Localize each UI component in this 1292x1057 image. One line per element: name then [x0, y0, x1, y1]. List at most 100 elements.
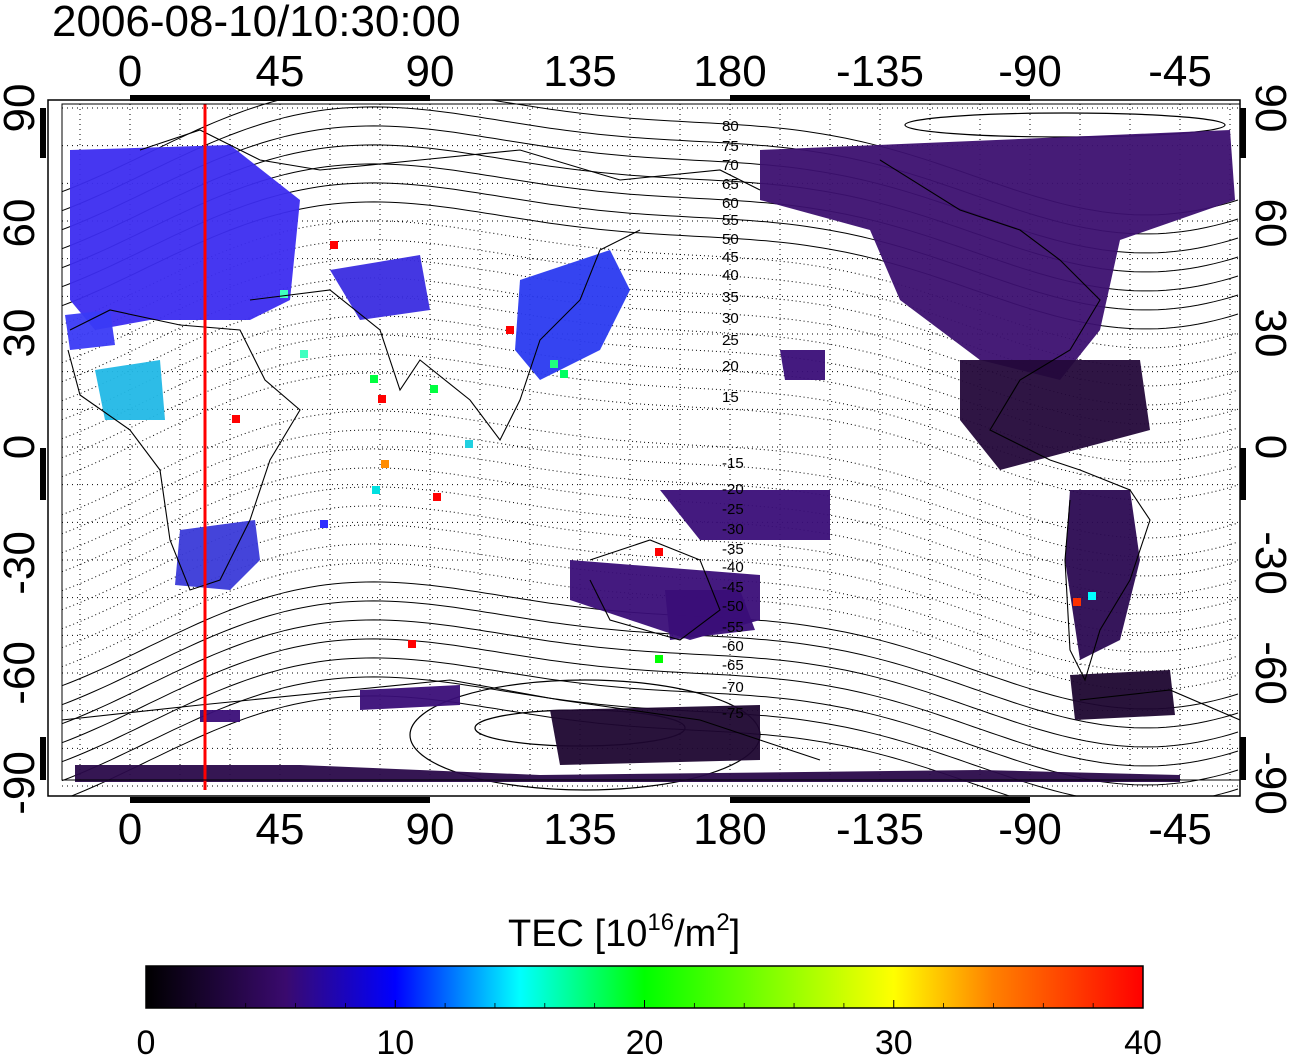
- tec-pixel-1: [370, 375, 378, 383]
- colorbar-tick-label: 10: [376, 1024, 414, 1057]
- tec-pixel-6: [232, 415, 240, 423]
- contour-label: 40: [722, 267, 739, 284]
- tec-region-13: [550, 705, 760, 765]
- contour-label: -45: [722, 579, 744, 596]
- map-title: 2006-08-10/10:30:00: [52, 0, 461, 46]
- coastline-3: [139, 129, 761, 191]
- tec-region-6: [175, 520, 260, 590]
- top-lon-label: -90: [998, 47, 1062, 96]
- tec-pixel-17: [280, 290, 288, 298]
- tec-pixel-19: [465, 440, 473, 448]
- right-lat-label: -60: [1246, 641, 1292, 705]
- tec-region-8: [960, 360, 1150, 470]
- contour-label: -40: [722, 559, 744, 576]
- tec-region-14: [75, 765, 1180, 782]
- tec-region-1: [70, 145, 300, 330]
- tec-pixel-12: [330, 241, 338, 249]
- left-lat-label: -60: [0, 641, 44, 705]
- axis-bar-side-5: [1240, 737, 1246, 780]
- tec-region-9: [1065, 490, 1140, 660]
- right-lat-label: -30: [1246, 531, 1292, 595]
- right-lat-label: 60: [1246, 199, 1292, 248]
- contour-label: -35: [722, 541, 744, 558]
- contour-label: -75: [722, 705, 744, 722]
- tec-pixel-3: [378, 395, 386, 403]
- contour-label: -65: [722, 657, 744, 674]
- contour-label: 80: [722, 118, 739, 135]
- left-lat-label: 90: [0, 84, 44, 133]
- tec-pixel-2: [430, 385, 438, 393]
- axis-bar-side-2: [40, 737, 46, 780]
- bottom-lon-label: 135: [543, 805, 616, 854]
- contour-label: -30: [722, 521, 744, 538]
- tec-region-3: [330, 255, 430, 320]
- coastline-4: [589, 539, 721, 641]
- left-lat-label: -90: [0, 751, 44, 815]
- bottom-lon-label: 90: [406, 805, 455, 854]
- coastline-1: [67, 309, 301, 591]
- tec-pixel-16: [300, 350, 308, 358]
- contour-label: 25: [722, 332, 739, 349]
- tec-pixel-8: [433, 493, 441, 501]
- map-plot-area: [61, 100, 1240, 796]
- coastline-5: [879, 159, 1101, 471]
- axis-bar-0: [130, 95, 430, 101]
- right-lat-label: 30: [1246, 309, 1292, 358]
- tec-pixel-9: [655, 548, 663, 556]
- tec-pixel-13: [506, 326, 514, 334]
- coastline-2: [249, 229, 641, 442]
- right-lat-label: 0: [1246, 435, 1292, 459]
- bottom-longitude-labels: 0 45 90 135 180 -135 -90 -45: [118, 805, 1212, 854]
- contour-label: 35: [722, 289, 739, 306]
- colorbar-tick-label: 30: [875, 1024, 913, 1057]
- tec-region-10: [660, 490, 830, 540]
- axis-border-bars: [40, 95, 1246, 803]
- top-lon-label: 0: [118, 47, 142, 96]
- bottom-lon-label: 0: [118, 805, 142, 854]
- coastlines: [61, 129, 1240, 761]
- tec-region-12: [665, 590, 755, 640]
- coastline-6: [1064, 469, 1151, 682]
- coastline-8: [1079, 689, 1240, 721]
- contour-label: 55: [722, 212, 739, 229]
- axis-bar-side-4: [1240, 448, 1246, 500]
- left-lat-label: -30: [0, 531, 44, 595]
- tec-pixel-7: [381, 460, 389, 468]
- axis-bar-side-0: [40, 108, 46, 158]
- axis-bar-2: [130, 797, 430, 803]
- tec-region-17: [360, 685, 460, 710]
- bottom-lon-label: -135: [836, 805, 924, 854]
- right-lat-label: -90: [1246, 751, 1292, 815]
- tec-data-layer: [65, 130, 1235, 782]
- colorbar-tick-label: 0: [137, 1024, 156, 1057]
- tec-pixel-10: [408, 640, 416, 648]
- left-lat-label: 30: [0, 309, 44, 358]
- colorbar-ticks: 0 10 20 30 40: [137, 1000, 1162, 1057]
- top-lon-label: 45: [256, 47, 305, 96]
- contour-label: 30: [722, 310, 739, 327]
- axis-bar-side-3: [1240, 108, 1246, 158]
- contour-label: 50: [722, 231, 739, 248]
- contour-label: -55: [722, 619, 744, 636]
- coastline-7: [61, 679, 821, 761]
- tec-pixel-5: [560, 370, 568, 378]
- bottom-lon-label: 180: [693, 805, 766, 854]
- colorbar-tick-label: 40: [1124, 1024, 1162, 1057]
- contour-label: -25: [722, 501, 744, 518]
- top-lon-label: 90: [406, 47, 455, 96]
- top-lon-label: 180: [693, 47, 766, 96]
- tec-region-18: [780, 350, 825, 380]
- tec-region-5: [95, 360, 165, 420]
- tec-pixel-20: [320, 520, 328, 528]
- left-lat-label: 60: [0, 199, 44, 248]
- axis-bar-1: [730, 95, 1030, 101]
- right-latitude-labels: 90 60 30 0 -30 -60 -90: [1246, 84, 1292, 815]
- top-longitude-labels: 0 45 90 135 180 -135 -90 -45: [118, 47, 1212, 96]
- top-lon-label: 135: [543, 47, 616, 96]
- bottom-lon-label: 45: [256, 805, 305, 854]
- contour-label: 70: [722, 157, 739, 174]
- tec-pixel-4: [550, 360, 558, 368]
- right-lat-label: 90: [1246, 84, 1292, 133]
- colorbar-tick-label: 20: [626, 1024, 664, 1057]
